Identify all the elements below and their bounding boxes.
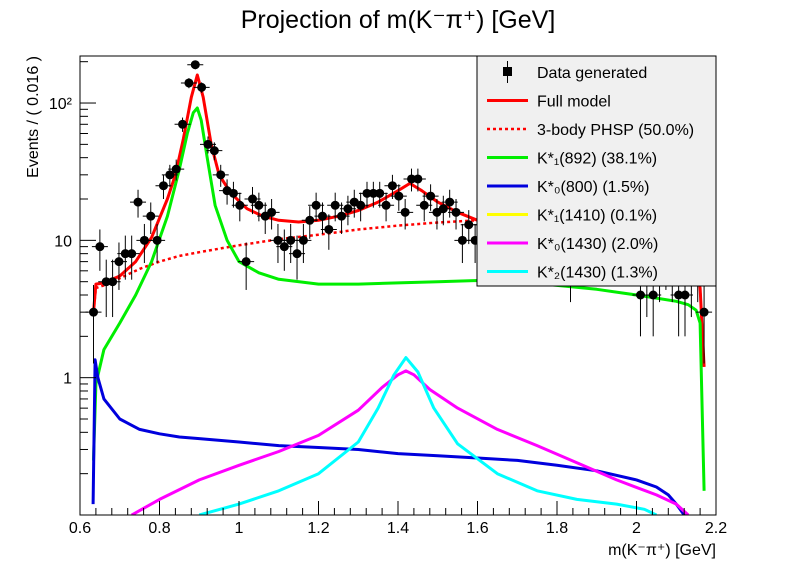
data-point <box>267 207 277 217</box>
data-point <box>356 200 366 210</box>
data-point <box>171 164 181 174</box>
data-point <box>165 170 175 180</box>
data-point <box>108 277 118 287</box>
legend-label: K*₁(1410) (0.1%) <box>537 208 657 225</box>
x-tick-label: 1.4 <box>387 520 409 537</box>
x-tick-label: 1.2 <box>307 520 329 537</box>
data-point <box>228 188 238 198</box>
data-point <box>127 249 137 259</box>
data-point <box>699 307 709 317</box>
data-point <box>158 181 168 191</box>
data-point <box>419 200 429 210</box>
data-point <box>209 146 219 156</box>
x-tick-label: 1.8 <box>546 520 568 537</box>
data-point <box>317 211 327 221</box>
data-point <box>457 235 467 245</box>
y-tick-label: 1 <box>63 371 72 388</box>
y-axis: 1 10 10² <box>49 61 96 516</box>
data-point <box>305 215 315 225</box>
data-point <box>635 290 645 300</box>
x-axis: 0.6 0.8 1 1.2 1.4 1.6 1.8 2 2.2 <box>69 501 727 537</box>
x-axis-label: m(K⁻π⁺) [GeV] <box>608 542 716 559</box>
data-point <box>298 235 308 245</box>
data-point <box>248 194 258 204</box>
x-tick-label: 1.6 <box>466 520 488 537</box>
series-line-4 <box>91 358 686 515</box>
data-point <box>241 257 251 267</box>
series-line-7 <box>198 356 658 515</box>
legend-label: 3-body PHSP (50.0%) <box>537 122 694 139</box>
legend-label: K*₁(892) (38.1%) <box>537 151 657 168</box>
y-tick-label: 10 <box>54 233 72 250</box>
data-point <box>464 220 474 230</box>
y-axis-label: Events / ( 0.016 ) <box>25 56 42 178</box>
data-point <box>133 197 143 207</box>
data-point <box>648 290 658 300</box>
legend-box <box>476 55 717 287</box>
data-point <box>387 181 397 191</box>
x-tick-label: 1 <box>235 520 244 537</box>
data-point <box>438 204 448 214</box>
data-point <box>324 224 334 234</box>
legend-label: K*₂(1430) (1.3%) <box>537 265 658 282</box>
data-point <box>394 191 404 201</box>
data-point <box>89 307 99 317</box>
data-point <box>235 200 245 210</box>
chart-title: Projection of m(K⁻π⁺) [GeV] <box>241 6 556 34</box>
y-tick-label: 10² <box>49 96 73 113</box>
legend: Data generated Full model 3-body PHSP (50.… <box>476 55 717 287</box>
legend-label: K*₀(1430) (2.0%) <box>537 236 658 253</box>
x-tick-label: 2.2 <box>705 520 727 537</box>
x-tick-label: 0.8 <box>148 520 170 537</box>
data-point <box>254 200 264 210</box>
data-point <box>114 257 124 267</box>
data-point <box>381 200 391 210</box>
data-point <box>375 188 385 198</box>
data-point <box>190 60 200 70</box>
legend-label: Full model <box>537 94 611 111</box>
data-point <box>311 200 321 210</box>
series-line-6 <box>130 369 690 515</box>
data-point <box>330 200 340 210</box>
legend-label: K*₀(800) (1.5%) <box>537 179 649 196</box>
data-point <box>178 119 188 129</box>
data-point <box>400 207 410 217</box>
data-point <box>426 191 436 201</box>
x-tick-label: 0.6 <box>69 520 91 537</box>
data-point <box>337 211 347 221</box>
legend-label: Data generated <box>537 65 647 82</box>
data-point <box>95 242 105 252</box>
data-point <box>286 235 296 245</box>
data-point <box>197 82 207 92</box>
data-point <box>216 170 226 180</box>
data-point <box>279 242 289 252</box>
data-point <box>184 78 194 88</box>
data-point <box>139 235 149 245</box>
data-point <box>445 197 455 207</box>
data-point <box>680 290 690 300</box>
data-point <box>343 204 353 214</box>
data-point <box>203 139 213 149</box>
data-point <box>413 174 423 184</box>
data-point <box>292 249 302 259</box>
data-point <box>146 211 156 221</box>
data-point <box>152 235 162 245</box>
x-tick-label: 2 <box>632 520 641 537</box>
data-point <box>273 235 283 245</box>
data-point <box>451 207 461 217</box>
